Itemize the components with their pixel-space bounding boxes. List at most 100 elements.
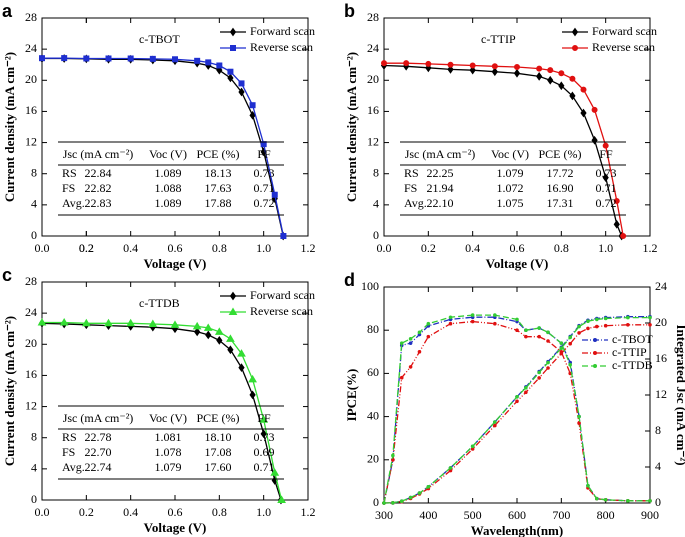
marker	[391, 501, 395, 505]
x-tick-label: 0.4	[123, 505, 138, 519]
panel-label: c	[2, 265, 12, 285]
marker	[280, 233, 287, 239]
marker	[577, 421, 581, 425]
marker	[417, 330, 422, 335]
marker	[586, 326, 590, 331]
marker	[602, 142, 609, 149]
marker	[229, 27, 237, 37]
y-tick-label: 60	[367, 365, 379, 379]
y-axis-label: Current density (mA cm⁻²)	[2, 316, 17, 466]
marker	[515, 395, 519, 399]
table-cell: 22.83	[85, 196, 112, 210]
y-tick-label: 28	[25, 274, 37, 288]
x-axis-label: Voltage (V)	[486, 256, 549, 271]
marker	[515, 399, 519, 404]
table-cell: 17.63	[205, 181, 232, 195]
marker	[620, 233, 627, 239]
marker	[568, 335, 573, 340]
marker	[580, 86, 587, 93]
table-cell: 0.73	[254, 166, 275, 180]
y2-tick-label: 20	[655, 315, 667, 329]
marker	[491, 63, 498, 70]
marker	[172, 56, 178, 63]
y-tick-label: 28	[367, 10, 379, 24]
x-tick-label: 0.2	[79, 241, 94, 255]
y-tick-label: 4	[373, 197, 379, 211]
x-tick-label: 0.0	[35, 505, 50, 519]
annotation: c-TBOT	[139, 32, 180, 46]
marker	[238, 87, 245, 97]
marker	[524, 328, 528, 333]
y-tick-label: 24	[25, 305, 37, 319]
marker	[524, 334, 528, 339]
table-cell: 1.081	[155, 430, 182, 444]
y-tick-label: 12	[25, 134, 37, 148]
marker	[417, 350, 422, 354]
marker	[572, 45, 578, 51]
y-tick-label: 24	[25, 41, 37, 55]
table-header: Jsc (mA cm⁻²)	[405, 147, 476, 161]
x-tick-label: 400	[419, 508, 437, 522]
table-cell: 1.078	[155, 445, 182, 459]
table-header: Voc (V)	[149, 411, 187, 425]
x-tick-label: 0.2	[79, 505, 94, 519]
marker	[491, 67, 498, 77]
y-axis-label: IPCE(%)	[344, 369, 359, 422]
table-header: PCE (%)	[197, 411, 240, 425]
table-cell: FS	[62, 445, 75, 459]
marker	[39, 55, 45, 62]
legend-label: c-TTIP	[612, 345, 647, 359]
marker	[203, 323, 213, 331]
marker	[595, 317, 599, 322]
marker	[648, 323, 652, 327]
marker	[403, 60, 410, 67]
marker	[426, 334, 431, 339]
series-line	[383, 316, 650, 504]
marker	[205, 330, 212, 340]
marker	[148, 319, 158, 328]
table-cell: Avg.	[62, 196, 85, 210]
table-cell: Avg.	[62, 460, 85, 474]
marker	[216, 336, 223, 345]
marker	[626, 315, 630, 320]
table-cell: 22.74	[85, 460, 112, 474]
marker	[536, 65, 543, 72]
table-cell: 18.10	[205, 430, 232, 444]
series-line	[383, 324, 650, 504]
x-tick-label: 0.8	[212, 241, 227, 255]
marker	[249, 390, 256, 400]
series-line	[383, 320, 650, 504]
panel-label: a	[2, 1, 13, 21]
x-tick-label: 0.2	[79, 241, 94, 255]
marker	[230, 45, 236, 51]
legend-label: Reverse scan	[250, 304, 313, 318]
series-line	[383, 316, 650, 504]
marker	[259, 415, 269, 423]
y2-tick-label: 4	[655, 459, 661, 473]
marker	[391, 458, 395, 462]
y-tick-label: 12	[367, 134, 379, 148]
marker	[271, 191, 278, 198]
series-line	[41, 57, 285, 237]
table-cell: 1.089	[155, 166, 182, 180]
y-tick-label: 16	[367, 103, 379, 117]
marker	[417, 491, 422, 495]
panel-label: d	[344, 270, 355, 290]
y2-axis-label: Integrated Jsc (mA cm⁻²)	[674, 324, 685, 465]
marker	[216, 62, 223, 69]
marker	[399, 341, 404, 345]
marker	[546, 360, 550, 365]
marker	[493, 313, 497, 317]
table-cell: 0.71	[254, 460, 275, 474]
series-line	[42, 321, 283, 501]
marker	[569, 75, 576, 82]
x-tick-label: 0.0	[35, 241, 50, 255]
marker	[408, 341, 413, 345]
marker	[558, 81, 565, 91]
x-axis-label: Voltage (V)	[144, 520, 207, 535]
marker	[194, 57, 201, 64]
table-cell: 1.079	[497, 166, 524, 180]
table-cell: 1.075	[497, 196, 524, 210]
x-tick-label: 0.4	[465, 241, 480, 255]
